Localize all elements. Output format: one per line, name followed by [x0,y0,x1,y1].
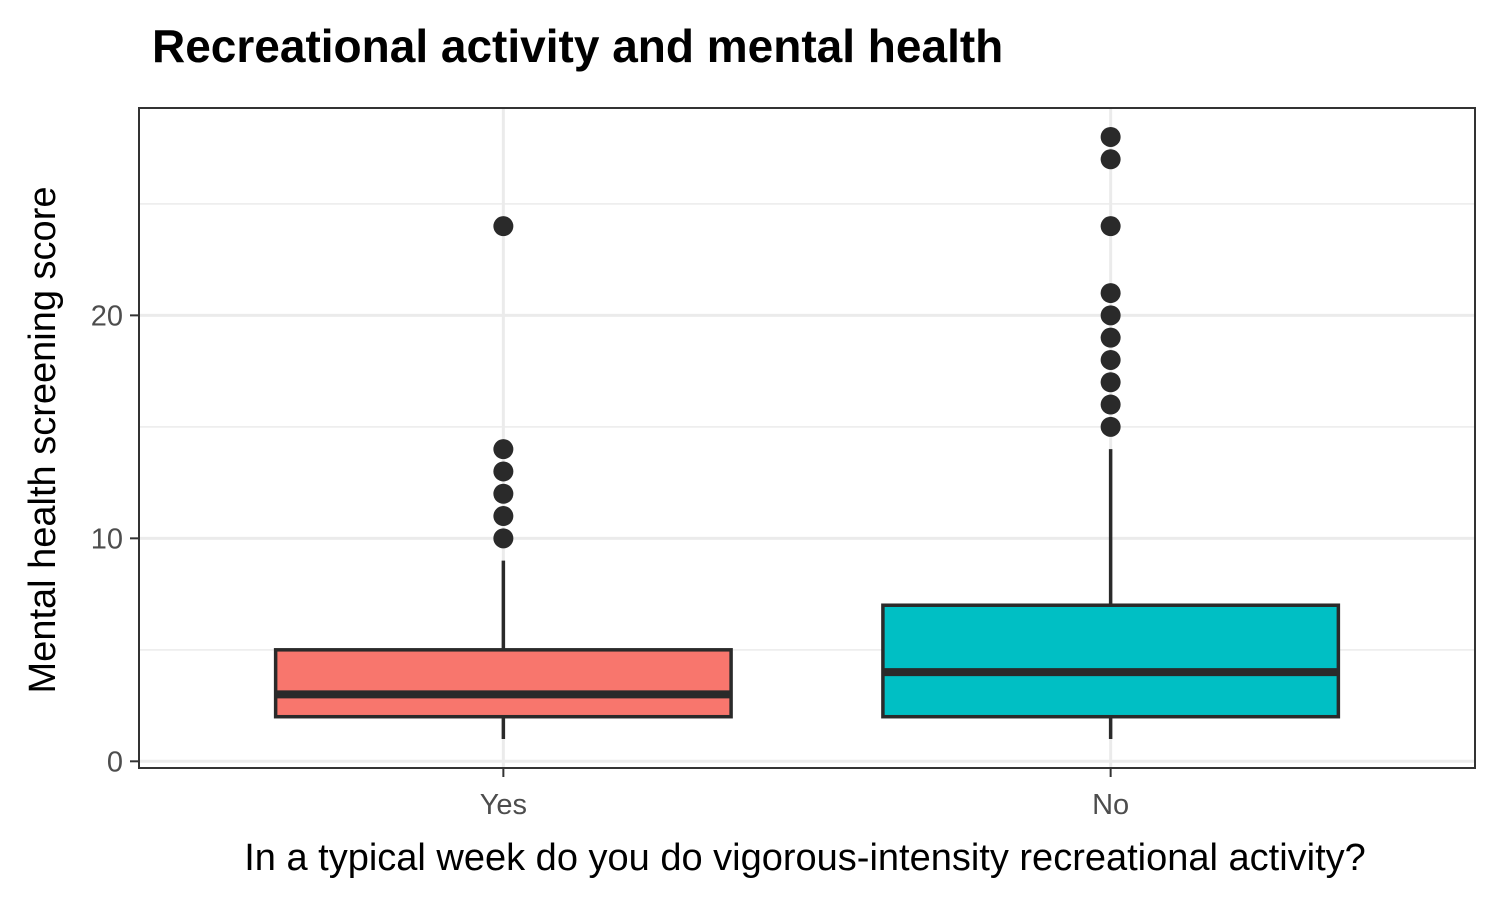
outlier-point [493,461,514,482]
outlier-point [493,439,514,460]
panel-border [138,107,1476,769]
outlier-point [1100,372,1121,393]
outlier-point [1100,349,1121,370]
outlier-point [493,506,514,527]
outlier-point [1100,126,1121,147]
chart-title: Recreational activity and mental health [152,20,1003,72]
y-axis: 0 10 20 [91,300,139,778]
iqr-box [273,648,733,719]
plot-area [138,107,1476,769]
x-tick-label: Yes [480,789,527,821]
box-yes [273,216,733,740]
y-tick-label: 10 [91,523,123,555]
outlier-point [1100,416,1121,437]
y-tick-label: 20 [91,300,123,332]
y-axis-title: Mental health screening score [22,187,64,694]
outlier-point [493,483,514,504]
outlier-point [1100,216,1121,237]
box-no [881,126,1341,740]
outlier-point [1100,283,1121,304]
y-tick-label: 0 [107,746,123,778]
outlier-point [1100,327,1121,348]
iqr-box [881,603,1341,719]
x-tick-label: No [1092,789,1129,821]
outlier-point [493,528,514,549]
x-axis-title: In a typical week do you do vigorous-int… [244,837,1366,879]
outlier-point [1100,305,1121,326]
outlier-point [493,216,514,237]
outlier-point [1100,149,1121,170]
x-axis: Yes No [480,768,1129,821]
outlier-point [1100,394,1121,415]
